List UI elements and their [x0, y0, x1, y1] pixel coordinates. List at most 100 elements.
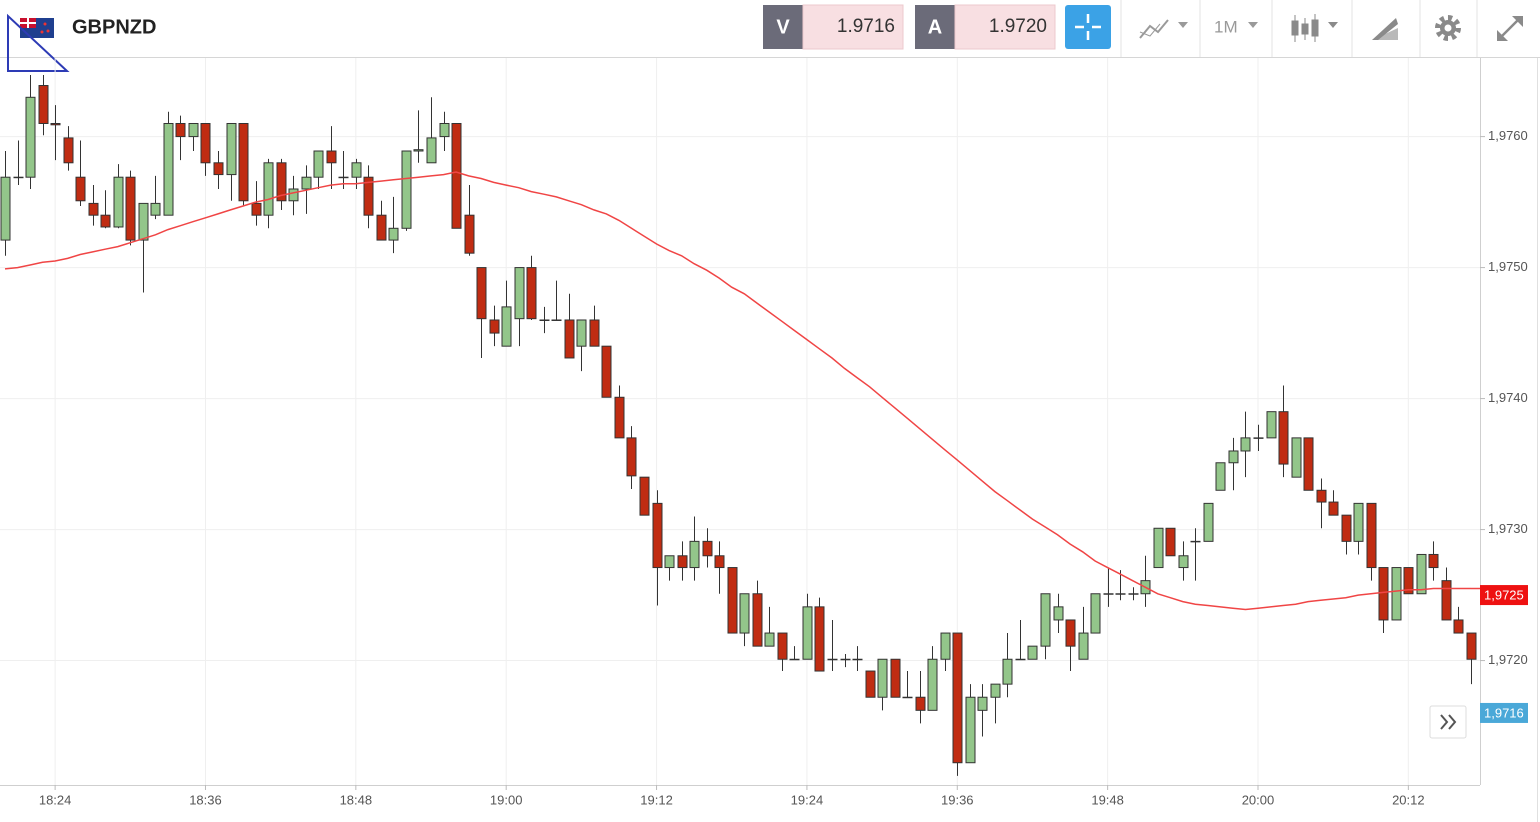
candle-body [213, 162, 224, 176]
candle-body [739, 593, 750, 634]
settings-button[interactable] [1435, 15, 1461, 41]
candle-body [38, 85, 49, 124]
price-tag [1480, 702, 1528, 723]
candle-body [0, 176, 11, 241]
draw-tool-button[interactable] [1372, 18, 1398, 40]
candle-body [50, 122, 61, 126]
y-tick-label: 1,9740 [1488, 390, 1528, 405]
x-tick-label: 19:36 [941, 792, 974, 807]
y-tick-label: 1,9730 [1488, 521, 1528, 536]
fullscreen-button[interactable] [1497, 16, 1523, 41]
toolbar-separators [1120, 0, 1478, 57]
flag-icon [20, 18, 54, 38]
candle-body [752, 593, 763, 647]
candle-body [1278, 411, 1289, 465]
candle-body [226, 122, 237, 176]
candle-body [1153, 527, 1164, 569]
moving-average [4, 171, 1471, 611]
candle-body [200, 122, 211, 164]
candle-body [1015, 658, 1026, 661]
candle-body [902, 696, 913, 699]
sell-button[interactable]: V 1.9716 [763, 4, 904, 50]
x-tick-label: 19:48 [1091, 792, 1124, 807]
candle-body [576, 319, 587, 347]
candle-body [501, 306, 512, 347]
buy-label-box [915, 5, 955, 49]
candle-body [827, 658, 838, 661]
candle-body [1253, 437, 1264, 439]
candle-body [1065, 619, 1076, 647]
candle-body [526, 267, 537, 320]
selection-triangle [7, 13, 70, 72]
candle-body [1428, 553, 1439, 569]
candle-body [890, 658, 901, 698]
price-tag [1480, 585, 1528, 606]
candle-body [301, 176, 312, 190]
candle-body [852, 658, 863, 661]
candle-body [877, 658, 888, 698]
indicator-button[interactable] [1139, 19, 1188, 39]
candle-body [313, 150, 324, 178]
candle-body [1441, 580, 1452, 621]
scroll-right-button[interactable] [1429, 705, 1467, 739]
y-tick-label: 1,9750 [1488, 259, 1528, 274]
candle-body [927, 658, 938, 711]
chart-type-button[interactable] [1291, 14, 1338, 42]
x-tick-label: 18:36 [189, 792, 222, 807]
candle-body [614, 396, 625, 439]
candle-body [1178, 555, 1189, 569]
candle-body [1453, 619, 1464, 634]
candle-body [664, 555, 675, 569]
timeframe: 1M [1214, 17, 1238, 36]
candle-body [539, 319, 550, 321]
candle-body [150, 202, 161, 216]
candle-body [1203, 502, 1214, 542]
candle-body [1391, 567, 1402, 621]
buy-button[interactable]: A 1.9720 [915, 4, 1056, 50]
crosshair-button[interactable] [1065, 5, 1111, 49]
plot [0, 58, 1480, 785]
candle-body [263, 162, 274, 216]
candle-body [401, 150, 412, 229]
candle-body [802, 606, 813, 660]
candle-body [188, 122, 199, 138]
candle-body [940, 632, 951, 660]
candle-body [363, 176, 374, 216]
x-tick-label: 20:00 [1242, 792, 1275, 807]
candle-body [965, 696, 976, 764]
candle-body [789, 658, 800, 661]
sell-label-box [763, 5, 803, 49]
candle-body [451, 122, 462, 229]
candle-body [326, 150, 337, 164]
candle-body [476, 267, 487, 320]
candle-body [1378, 567, 1389, 621]
candle-body [551, 319, 562, 321]
candle-body [100, 214, 111, 228]
candle-body [276, 162, 287, 202]
y-tick-label: 1,9720 [1488, 652, 1528, 667]
candle-body [464, 214, 475, 254]
candle-body [1103, 593, 1114, 595]
sell-price: 1.9716 [837, 16, 895, 37]
candle-body [13, 176, 24, 179]
x-tick-label: 18:24 [39, 792, 72, 807]
candle-body [1416, 553, 1427, 595]
sell-price-box [802, 4, 904, 50]
x-tick-label: 18:48 [340, 792, 373, 807]
symbol: GBPNZD [72, 16, 156, 38]
timeframe-button[interactable]: 1M [1214, 17, 1258, 36]
candle-body [1215, 462, 1226, 491]
candle-body [1466, 632, 1477, 660]
candle-body [1027, 645, 1038, 660]
candle-body [1316, 489, 1327, 503]
candle-body [689, 540, 700, 569]
x-tick-label: 19:24 [791, 792, 824, 807]
sell-label: V [776, 16, 790, 38]
candle-body [1228, 450, 1239, 464]
candle-body [351, 162, 362, 178]
candle-body [977, 696, 988, 711]
candle-body [125, 176, 136, 241]
candle-body [63, 137, 74, 164]
